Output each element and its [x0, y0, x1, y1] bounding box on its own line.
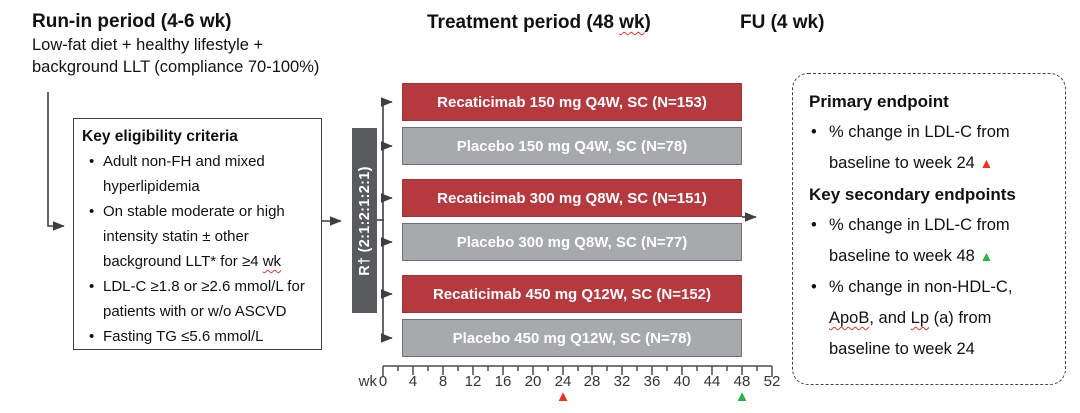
eligibility-line: • LDL-C ≥1.8 or ≥2.6 mmol/L for — [82, 274, 319, 299]
axis-tick-16: 16 — [494, 373, 512, 390]
axis-tick-8: 8 — [438, 373, 448, 390]
randomization-label: R† (2:1:2:1:2:1) — [356, 165, 373, 276]
arm-recaticimab-450-q12w: Recaticimab 450 mg Q12W, SC (N=152) — [402, 275, 742, 313]
bullet-icon: • — [89, 203, 95, 220]
endpoint-line: •% change in non-HDL-C, — [809, 272, 1059, 303]
bullet-icon: • — [811, 278, 817, 296]
treatment-period-title: Treatment period (48 wk) — [427, 12, 651, 34]
randomization-box: R† (2:1:2:1:2:1) — [352, 128, 377, 313]
treatment-title-paren: ) — [644, 12, 651, 33]
eligibility-line: patients with or w/o ASCVD — [103, 303, 287, 320]
primary-endpoint-title: Primary endpoint — [809, 92, 949, 111]
eligibility-criteria-box: Key eligibility criteria • Adult non-FH a… — [73, 118, 322, 350]
axis-unit-label: wk — [358, 373, 377, 390]
runin-to-eligibility-arrow — [47, 92, 65, 231]
arm-placebo-300-q8w: Placebo 300 mg Q8W, SC (N=77) — [402, 223, 742, 261]
endpoint-line: baseline to week 48 ▲ — [829, 247, 994, 265]
axis-tick-36: 36 — [643, 373, 661, 390]
secondary-endpoints-title: Key secondary endpoints — [809, 185, 1016, 204]
arm-recaticimab-300-q8w: Recaticimab 300 mg Q8W, SC (N=151) — [402, 179, 742, 217]
axis-tick-44: 44 — [703, 373, 721, 390]
arm-recaticimab-150-q4w: Recaticimab 150 mg Q4W, SC (N=153) — [402, 83, 742, 121]
green-triangle-icon: ▲ — [979, 248, 994, 264]
fu-period-title: FU (4 wk) — [740, 12, 825, 33]
eligibility-title: Key eligibility criteria — [82, 128, 238, 145]
endpoint-line: •% change in LDL-C from — [809, 210, 1059, 241]
eligibility-line: • Adult non-FH and mixed — [82, 149, 319, 174]
axis-tick-4: 4 — [408, 373, 418, 390]
week24-triangle-icon: ▲ — [555, 388, 571, 405]
arm-placebo-150-q4w: Placebo 150 mg Q4W, SC (N=78) — [402, 127, 742, 165]
treatment-title-text: Treatment period (48 — [427, 12, 620, 33]
axis-tick-12: 12 — [464, 373, 482, 390]
eligibility-line: • Fasting TG ≤5.6 mmol/L — [82, 324, 319, 349]
bullet-icon: • — [811, 216, 817, 234]
axis-tick-52: 52 — [763, 373, 781, 390]
endpoint-line: baseline to week 24 — [829, 340, 975, 358]
runin-period-title: Run-in period (4-6 wk) — [32, 11, 232, 32]
endpoints-box: Primary endpoint •% change in LDL-C from… — [792, 73, 1066, 385]
eligibility-line: hyperlipidemia — [103, 178, 200, 195]
runin-desc-line1: Low-fat diet + healthy lifestyle + — [32, 36, 264, 54]
arm-placebo-450-q12w: Placebo 450 mg Q12W, SC (N=78) — [402, 319, 742, 357]
axis-tick-28: 28 — [583, 373, 601, 390]
runin-period-block: Run-in period (4-6 wk) Low-fat diet + he… — [32, 9, 319, 78]
bullet-icon: • — [89, 278, 95, 295]
bullet-icon: • — [811, 123, 817, 141]
endpoint-line: baseline to week 24 ▲ — [829, 154, 994, 172]
eligibility-line: • On stable moderate or high — [82, 199, 319, 224]
eligibility-line: background LLT* for ≥4 wk — [103, 253, 282, 270]
endpoint-line: •% change in LDL-C from — [809, 117, 1059, 148]
axis-tick-24: 24 — [554, 373, 572, 390]
red-triangle-icon: ▲ — [979, 155, 994, 171]
endpoint-line: ApoB, and Lp (a) from — [829, 309, 992, 327]
bullet-icon: • — [89, 153, 95, 170]
week48-triangle-icon: ▲ — [734, 388, 750, 405]
axis-tick-48: 48 — [733, 373, 751, 390]
axis-tick-40: 40 — [673, 373, 691, 390]
axis-tick-0: 0 — [378, 373, 388, 390]
axis-tick-20: 20 — [524, 373, 542, 390]
bullet-icon: • — [89, 328, 95, 345]
axis-tick-32: 32 — [613, 373, 631, 390]
eligibility-line: intensity statin ± other — [103, 228, 249, 245]
treatment-title-wk: wk — [619, 12, 645, 33]
runin-desc-line2: background LLT (compliance 70-100%) — [32, 58, 320, 76]
